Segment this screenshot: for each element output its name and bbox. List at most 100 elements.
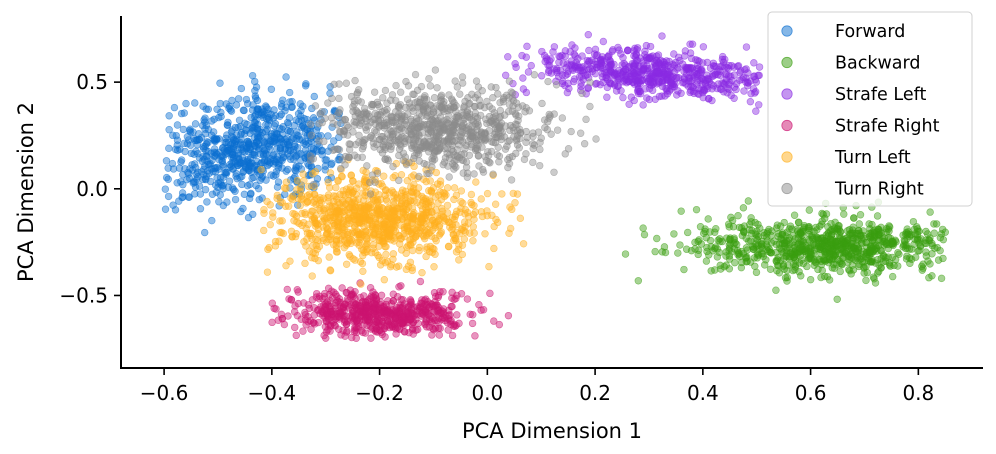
data-point <box>747 214 755 222</box>
data-point <box>460 102 468 110</box>
data-point <box>181 147 189 156</box>
data-point <box>380 119 388 128</box>
legend-marker <box>781 25 793 37</box>
data-point <box>563 60 571 68</box>
data-point <box>378 330 386 339</box>
data-point <box>609 72 617 80</box>
data-point <box>235 116 244 124</box>
data-point <box>470 201 478 210</box>
data-point <box>395 176 403 185</box>
data-point <box>392 263 401 271</box>
data-point <box>453 111 462 120</box>
data-point <box>305 247 314 255</box>
data-point <box>428 189 436 197</box>
data-point <box>169 165 178 173</box>
data-point <box>436 324 444 333</box>
data-point <box>489 170 497 178</box>
data-point <box>397 282 405 290</box>
data-point <box>736 67 745 75</box>
data-point <box>164 164 172 172</box>
data-point <box>435 331 444 339</box>
data-point <box>519 85 528 93</box>
data-point <box>772 240 781 249</box>
legend-marker <box>781 56 793 69</box>
data-point <box>451 210 460 219</box>
data-point <box>326 322 335 330</box>
data-point <box>457 198 465 206</box>
data-point <box>353 89 362 97</box>
data-point <box>428 155 436 163</box>
data-point <box>358 259 367 268</box>
data-point <box>481 230 489 238</box>
data-point <box>483 189 492 198</box>
data-point <box>448 220 456 229</box>
data-point <box>715 66 723 74</box>
data-point <box>234 95 243 103</box>
data-point <box>420 94 428 102</box>
data-point <box>591 69 600 78</box>
data-point <box>833 295 841 303</box>
data-point <box>485 262 493 271</box>
data-point <box>634 277 643 285</box>
data-point <box>380 276 389 284</box>
data-point <box>902 241 911 250</box>
data-point <box>512 111 520 119</box>
data-point <box>360 292 368 300</box>
data-point <box>704 74 712 83</box>
data-point <box>287 295 295 304</box>
data-point <box>219 201 228 210</box>
data-point <box>755 63 764 71</box>
data-point <box>363 203 371 211</box>
data-point <box>336 164 345 173</box>
data-point <box>371 115 379 123</box>
data-point <box>396 235 405 243</box>
data-point <box>161 185 170 193</box>
data-point <box>285 114 294 122</box>
data-point <box>342 79 351 87</box>
data-point <box>321 216 329 224</box>
data-point <box>294 132 302 140</box>
data-point <box>866 247 875 256</box>
data-point <box>752 107 760 115</box>
data-point <box>508 205 516 214</box>
data-point <box>363 304 372 312</box>
x-tick-label: −0.2 <box>355 381 404 405</box>
data-point <box>639 101 647 109</box>
data-point <box>621 250 630 258</box>
data-point <box>518 51 526 60</box>
data-point <box>919 264 927 272</box>
x-tick-label: 0.0 <box>471 381 503 405</box>
data-point <box>810 256 818 264</box>
data-point <box>212 188 221 196</box>
data-point <box>450 162 459 170</box>
data-point <box>168 159 177 168</box>
data-point <box>359 214 367 223</box>
data-point <box>239 204 247 213</box>
data-point <box>345 250 353 259</box>
data-point <box>437 228 446 236</box>
data-point <box>318 108 326 116</box>
data-point <box>730 71 738 79</box>
data-point <box>505 159 514 168</box>
data-point <box>405 127 413 136</box>
data-point <box>937 230 946 238</box>
data-point <box>232 101 241 109</box>
data-point <box>429 314 437 322</box>
data-point <box>357 98 365 106</box>
data-point <box>333 227 342 236</box>
data-point <box>468 90 476 99</box>
data-point <box>850 214 858 222</box>
y-tick-label: −0.5 <box>59 283 108 307</box>
data-point <box>764 243 772 252</box>
data-point <box>463 295 472 303</box>
data-point <box>340 127 349 136</box>
data-point <box>477 195 485 203</box>
data-point <box>239 168 247 176</box>
data-point <box>627 93 636 101</box>
data-point <box>178 189 187 197</box>
data-point <box>818 209 826 218</box>
data-point <box>257 165 265 174</box>
data-point <box>669 82 677 91</box>
data-point <box>306 120 315 128</box>
data-point <box>643 56 651 64</box>
